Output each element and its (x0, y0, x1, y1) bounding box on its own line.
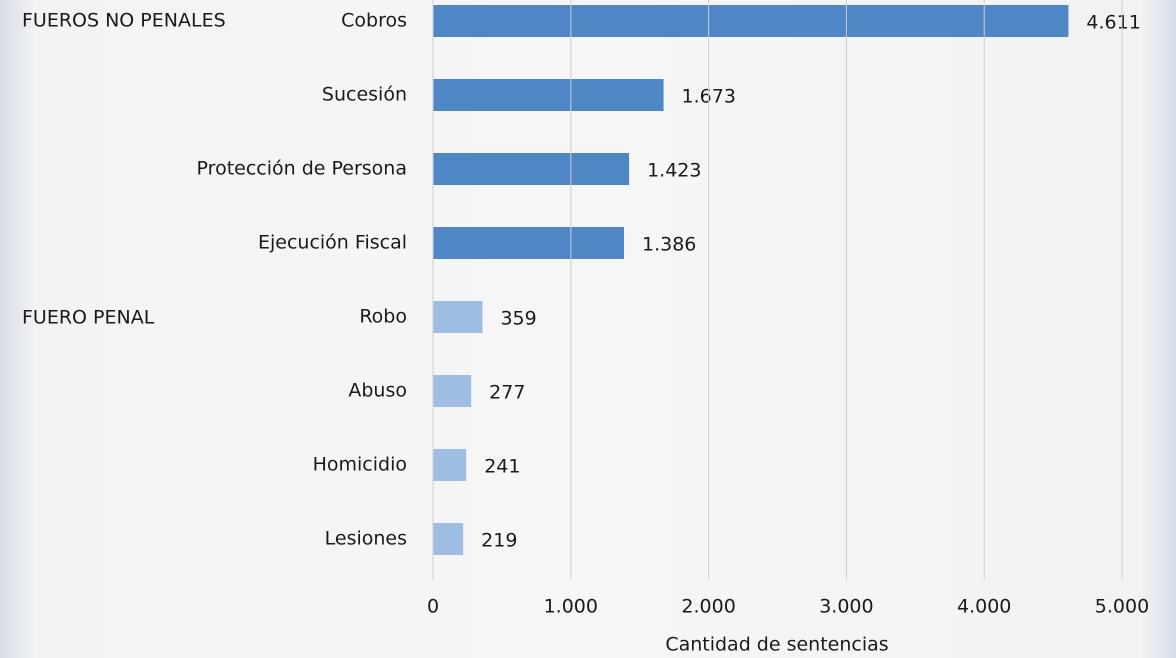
data-label: 277 (489, 382, 525, 404)
data-label: 1.386 (642, 234, 696, 256)
bar (433, 5, 1069, 37)
x-tick-label: 2.000 (681, 596, 735, 618)
y-tick-label: Lesiones (325, 528, 407, 550)
x-tick-label: 3.000 (819, 596, 873, 618)
data-label: 241 (484, 456, 520, 478)
group-label: FUERO PENAL (22, 307, 155, 329)
x-axis-title: Cantidad de sentencias (665, 634, 888, 656)
y-tick-label: Sucesión (322, 84, 407, 106)
bar (433, 523, 464, 555)
data-label: 1.423 (647, 160, 701, 182)
bar (433, 79, 664, 111)
bar (433, 227, 624, 259)
bar (433, 301, 483, 333)
y-tick-label: Ejecución Fiscal (258, 232, 407, 254)
y-tick-label: Protección de Persona (197, 158, 407, 180)
bar (433, 449, 467, 481)
bar (433, 375, 472, 407)
x-tick-label: 4.000 (957, 596, 1011, 618)
x-tick-label: 0 (427, 596, 439, 618)
y-tick-label: Abuso (348, 380, 407, 402)
data-label: 219 (481, 530, 517, 552)
data-label: 4.611 (1086, 12, 1140, 34)
group-label: FUEROS NO PENALES (22, 10, 226, 32)
y-tick-label: Robo (359, 306, 407, 328)
bar (433, 153, 630, 185)
x-tick-label: 1.000 (544, 596, 598, 618)
y-tick-label: Cobros (341, 10, 407, 32)
data-label: 359 (500, 308, 536, 330)
y-tick-label: Homicidio (313, 454, 407, 476)
x-tick-label: 5.000 (1095, 596, 1149, 618)
